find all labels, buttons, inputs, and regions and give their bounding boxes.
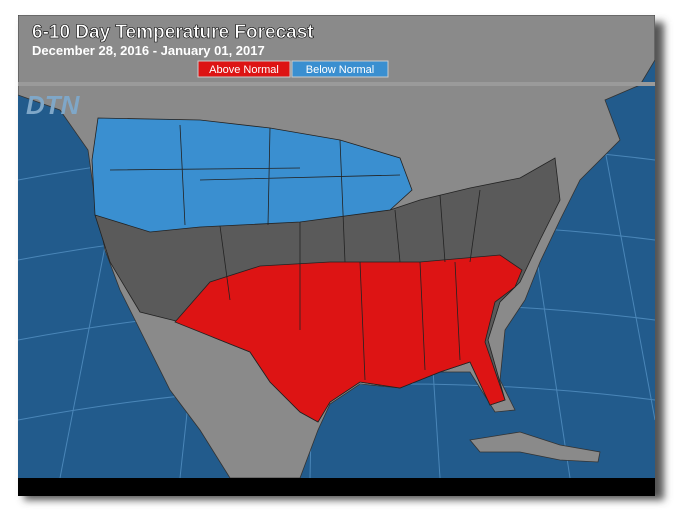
subtitle: December 28, 2016 - January 01, 2017 [32,43,265,58]
legend-swatch [197,60,291,78]
state-borders [109,124,481,381]
legend-label: Above Normal [209,64,279,76]
header-band [18,82,655,86]
logo: DTN [26,90,81,120]
footer-bar [18,478,655,496]
legend: Above Normal Below Normal [197,60,389,78]
title: 6-10 Day Temperature Forecast [32,22,314,43]
land [469,431,601,463]
legend-label: Below Normal [306,64,374,76]
above-normal-region [174,254,523,423]
map [18,15,655,478]
legend-swatch [291,60,389,78]
